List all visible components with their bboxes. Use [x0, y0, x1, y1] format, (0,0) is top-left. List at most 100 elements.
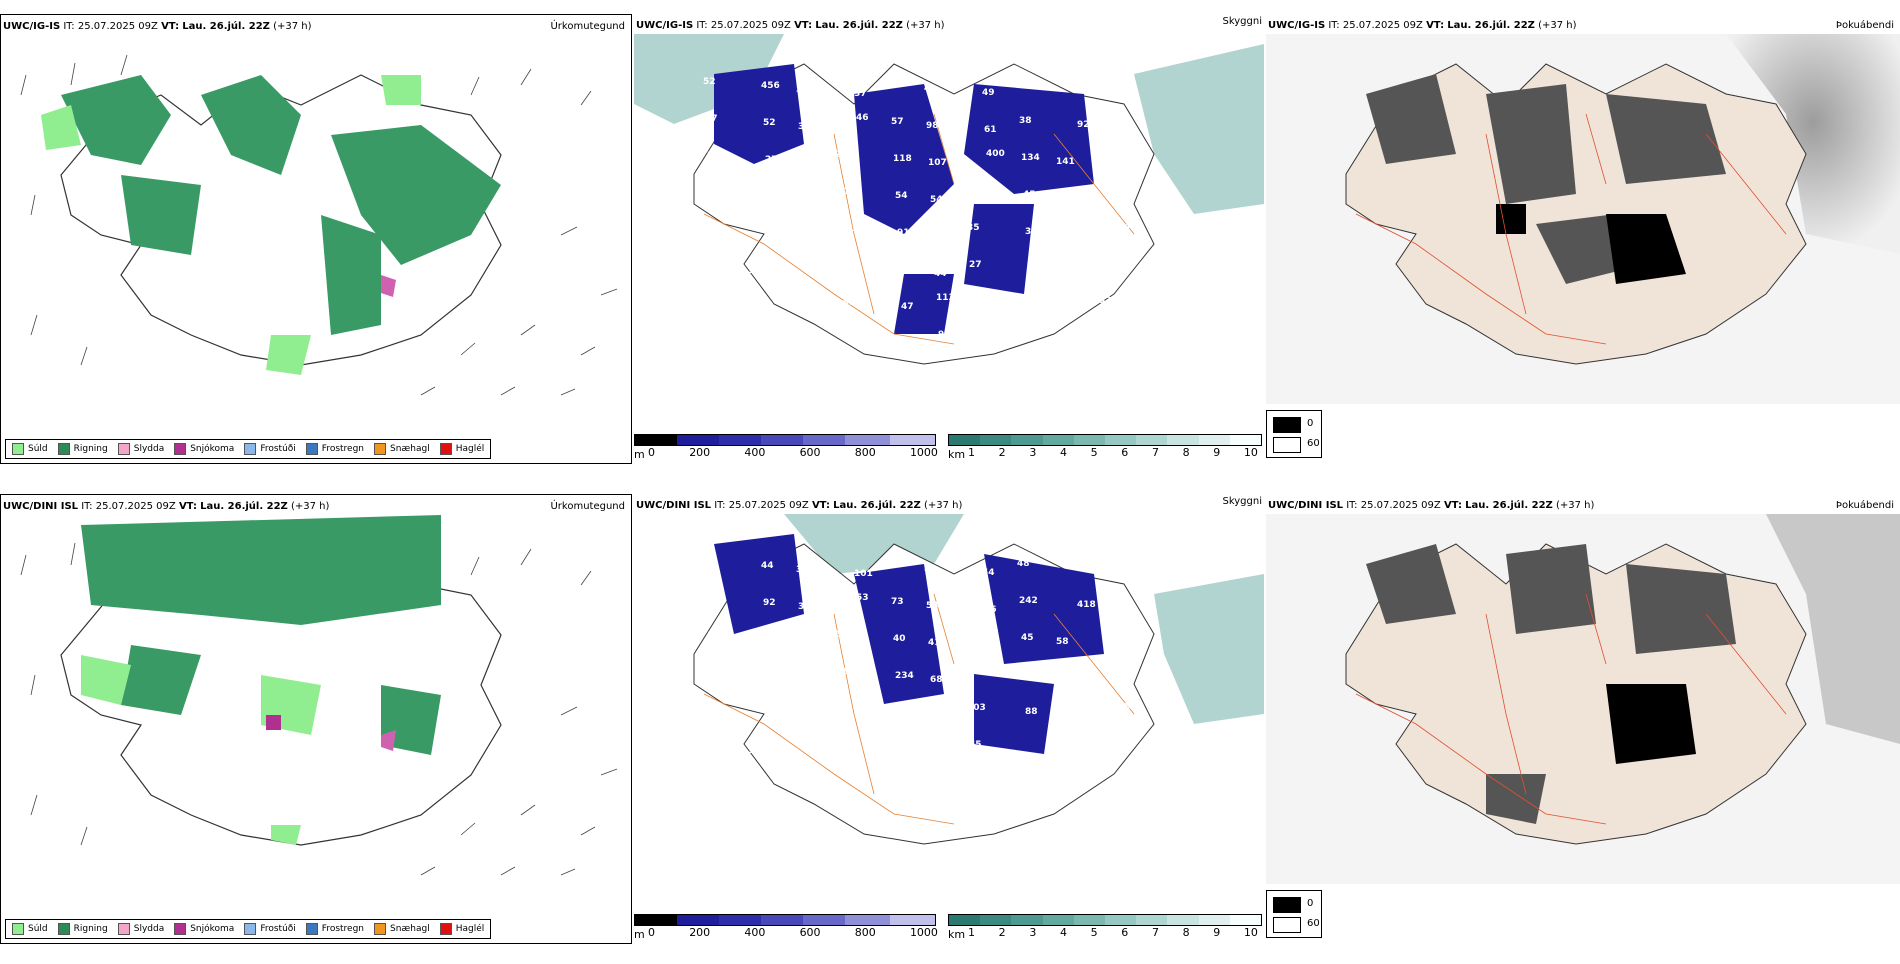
- scale-tick-label: 9: [1213, 446, 1221, 459]
- legend-swatch: [244, 923, 257, 935]
- visibility-scale-m: m 0 200 400 600 800 1000: [634, 914, 938, 941]
- visibility-value: 141: [1056, 157, 1075, 167]
- visibility-value: 31: [711, 225, 724, 235]
- scale-tick-label: 200: [689, 446, 711, 459]
- visibility-value: 62: [711, 705, 724, 715]
- scale-tick-label: 800: [854, 446, 876, 459]
- visibility-value: 88: [1118, 702, 1131, 712]
- it-value: 25.07.2025 09Z: [95, 501, 176, 512]
- visibility-value: 54: [982, 568, 995, 578]
- wind-barbs: [20, 542, 618, 876]
- visibility-value: 77: [932, 232, 945, 242]
- visibility-map: 53 44 36 101 57 50 54 48 48 47 44 92 37 53 73 53 56 242 41…: [693, 514, 1264, 845]
- visibility-value: 118: [893, 154, 912, 164]
- visibility-value: 34: [1118, 222, 1131, 232]
- it-label: IT:: [714, 500, 726, 511]
- visibility-value: 52: [763, 118, 776, 128]
- fog-legend-low-label: 0: [1307, 898, 1314, 909]
- legend-swatch: [244, 443, 257, 455]
- product-type: Úrkomutegund: [550, 21, 625, 32]
- scale-unit-km: km: [948, 928, 966, 941]
- legend-item: Haglél: [439, 443, 485, 455]
- visibility-value: 30: [1025, 227, 1038, 237]
- visibility-value: 242: [1019, 596, 1038, 606]
- model-name: UWC/IG-IS: [1268, 20, 1326, 31]
- visibility-value: 50: [800, 639, 813, 649]
- visibility-value: 53: [703, 557, 716, 567]
- vt-value: Lau. 26.júl. 22Z: [182, 21, 270, 32]
- vt-value: Lau. 26.júl. 22Z: [200, 501, 288, 512]
- visibility-value: 42: [1017, 79, 1030, 89]
- visibility-value: 101: [854, 569, 873, 579]
- visibility-value: 32: [934, 749, 947, 759]
- product-type: Skyggni: [1222, 496, 1262, 507]
- scale-tick-label: 6: [1121, 926, 1129, 939]
- visibility-value: 46: [802, 676, 815, 686]
- scale-tick-label: 1000: [909, 926, 938, 939]
- drizzle-areas: [41, 75, 421, 375]
- legend-item: Slydda: [117, 923, 164, 935]
- precip-map: [20, 515, 618, 876]
- model-name: UWC/DINI ISL: [3, 501, 79, 512]
- visibility-value: 115: [750, 303, 769, 313]
- legend-item: Rigning: [57, 443, 108, 455]
- visibility-value: 57: [891, 117, 904, 127]
- visibility-value: 240: [835, 150, 854, 160]
- panel-header: UWC/IG-IS IT: 25.07.2025 09Z VT: Lau. 26…: [3, 21, 312, 32]
- legend-label: Haglél: [455, 924, 485, 934]
- legend-item: Rigning: [57, 923, 108, 935]
- legend-label: Haglél: [455, 444, 485, 454]
- visibility-value: 133: [1027, 264, 1046, 274]
- visibility-value: 60: [769, 709, 782, 719]
- scale-tick-label: 5: [1090, 926, 1098, 939]
- visibility-value: 44: [761, 561, 774, 571]
- visibility-value: 184: [804, 233, 823, 243]
- visibility-value: 103: [713, 262, 732, 272]
- it-value: 25.07.2025 09Z: [710, 20, 791, 31]
- visibility-value: 32: [1058, 194, 1071, 204]
- scale-tick-label: 10: [1243, 446, 1258, 459]
- visibility-value: 100: [845, 335, 864, 345]
- scale-tick-label: 5: [1090, 446, 1098, 459]
- visibility-value: 91: [897, 228, 910, 238]
- visibility-value: 46: [856, 113, 869, 123]
- lead-time: (+37 h): [906, 20, 945, 31]
- visibility-value: 82: [971, 297, 984, 307]
- vt-label: VT:: [1426, 20, 1445, 31]
- legend-label: Súld: [28, 444, 48, 454]
- model-name: UWC/DINI ISL: [636, 500, 712, 511]
- wind-barbs: [20, 54, 618, 396]
- visibility-value: 88: [1025, 707, 1038, 717]
- top-row: UWC/IG-IS IT: 25.07.2025 09Z VT: Lau. 26…: [0, 14, 1900, 484]
- fog-legend: 0 60: [1266, 410, 1322, 458]
- visibility-value: 107: [928, 158, 947, 168]
- visibility-value: 61: [837, 187, 850, 197]
- sea-haze: [634, 34, 1264, 214]
- vt-value: Lau. 26.júl. 22Z: [1447, 20, 1535, 31]
- visibility-value: 48: [837, 667, 850, 677]
- vt-label: VT:: [1443, 500, 1462, 511]
- legend-label: Frostúði: [260, 924, 296, 934]
- sleet-area: [381, 275, 396, 297]
- bottom-row: UWC/DINI ISL IT: 25.07.2025 09Z VT: Lau.…: [0, 494, 1900, 964]
- lead-time: (+37 h): [290, 501, 330, 512]
- product-type: Úrkomutegund: [550, 501, 625, 512]
- visibility-value: 119: [715, 299, 734, 309]
- scale-tick-label: 600: [799, 926, 821, 939]
- visibility-value: 263: [1112, 124, 1131, 134]
- legend-swatch: [305, 923, 318, 935]
- legend-swatch: [305, 443, 318, 455]
- visibility-value: 55: [889, 80, 902, 90]
- fog-legend-high-swatch: [1273, 897, 1301, 913]
- visibility-value: 41: [928, 638, 941, 648]
- visibility-value: 63: [717, 336, 730, 346]
- legend-item: Slydda: [117, 443, 164, 455]
- panel-header: UWC/DINI ISL IT: 25.07.2025 09Z VT: Lau.…: [3, 501, 329, 512]
- visibility-value: 240: [1029, 301, 1048, 311]
- it-value: 25.07.2025 09Z: [77, 21, 158, 32]
- visibility-value: 208: [1064, 305, 1083, 315]
- product-type: Þokuábendi: [1835, 500, 1894, 511]
- fog-legend-high-label: 60: [1307, 438, 1320, 449]
- fog-very-dense: [1606, 684, 1696, 764]
- fog-legend: 0 60: [1266, 890, 1322, 938]
